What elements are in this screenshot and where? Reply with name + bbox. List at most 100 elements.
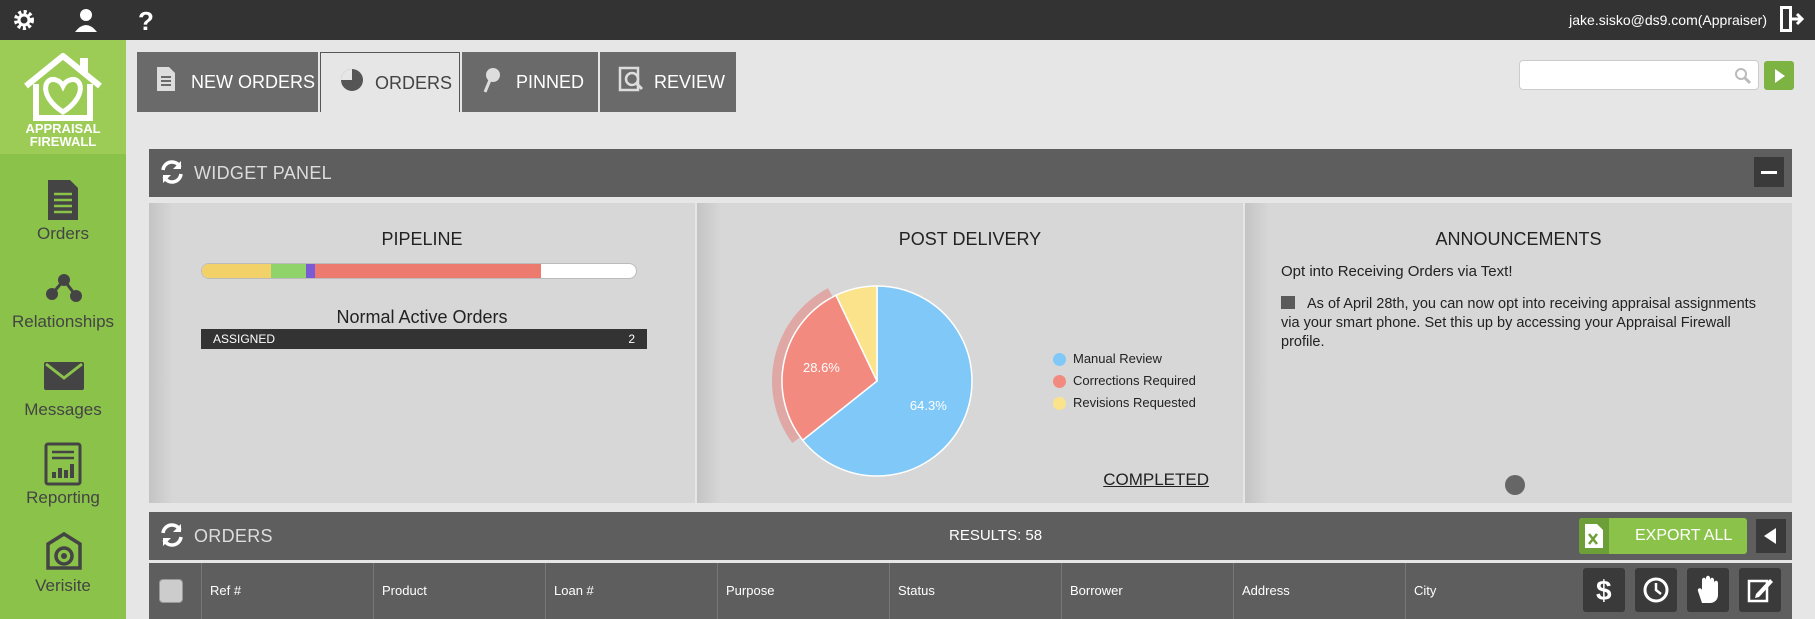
- sidebar-item-label: Messages: [24, 400, 102, 419]
- gear-icon[interactable]: [10, 6, 38, 34]
- pie-slice-manual-review[interactable]: [801, 285, 973, 477]
- column-label: Status: [898, 583, 935, 598]
- sidebar-item-label: Relationships: [11, 312, 115, 331]
- content-area: WIDGET PANEL PIPELINE Normal Active Orde…: [137, 112, 1805, 619]
- column-header[interactable]: City: [1405, 563, 1577, 619]
- sidebar-item-label: Reporting: [26, 488, 100, 507]
- sidebar-item-label: Orders: [37, 224, 89, 243]
- column-label: Ref #: [210, 583, 242, 598]
- user-icon[interactable]: [72, 6, 100, 34]
- document-icon: [48, 180, 78, 220]
- announcement-line: profile.: [1281, 334, 1325, 350]
- column-label: Address: [1242, 583, 1290, 598]
- assigned-row[interactable]: ASSIGNED 2: [201, 329, 647, 349]
- edit-icon[interactable]: [1739, 568, 1781, 612]
- column-header[interactable]: Status: [889, 563, 1061, 619]
- pie-icon: [341, 69, 363, 91]
- legend-label: Revisions Requested: [1073, 395, 1196, 410]
- legend-label: Corrections Required: [1073, 373, 1196, 388]
- column-header[interactable]: Address: [1233, 563, 1405, 619]
- document-icon: [157, 67, 175, 91]
- announcement-line: via your smart phone. Set this up by acc…: [1281, 315, 1731, 331]
- legend-item-corrections-required[interactable]: Corrections Required: [1053, 373, 1196, 395]
- main-area: NEW ORDERS ORDERS PINNED REVIEW: [137, 52, 1805, 619]
- legend-item-revisions-requested[interactable]: Revisions Requested: [1053, 395, 1196, 417]
- post-delivery-widget: POST DELIVERY 64.3% 28.6% Manual Review C…: [697, 203, 1243, 503]
- logo-line1: APPRAISAL: [25, 121, 101, 136]
- help-icon[interactable]: ?: [132, 6, 160, 36]
- svg-text:$: $: [1596, 575, 1612, 605]
- post-delivery-title: POST DELIVERY: [898, 229, 1042, 249]
- pipeline-segment[interactable]: [306, 264, 315, 278]
- widget-panel-header: WIDGET PANEL: [149, 149, 1792, 197]
- tab-pinned[interactable]: PINNED: [462, 52, 598, 112]
- column-label: City: [1414, 583, 1437, 598]
- sidebar-item-label: Verisite: [35, 576, 91, 595]
- sidebar-item-relationships[interactable]: Relationships: [0, 258, 126, 346]
- sidebar-item-reporting[interactable]: Reporting: [0, 434, 126, 522]
- envelope-icon: [44, 362, 84, 390]
- announcement-bullet-icon: [1281, 296, 1295, 309]
- column-header[interactable]: Ref #: [201, 563, 373, 619]
- logo[interactable]: APPRAISAL FIREWALL: [0, 40, 126, 154]
- user-email: jake.sisko@ds9.com(Appraiser): [1569, 12, 1767, 28]
- pin-icon: [483, 68, 500, 93]
- carousel-dot[interactable]: [1505, 475, 1525, 495]
- completed-link[interactable]: COMPLETED: [1103, 470, 1209, 489]
- logout-icon[interactable]: [1777, 4, 1805, 34]
- tab-label: ORDERS: [375, 73, 453, 93]
- relationships-icon: [46, 274, 82, 302]
- select-all-checkbox[interactable]: [159, 579, 183, 603]
- report-icon: [44, 442, 82, 486]
- legend-dot: [1053, 353, 1066, 366]
- top-bar: ? jake.sisko@ds9.com(Appraiser): [0, 0, 1815, 40]
- sidebar-item-verisite[interactable]: Verisite: [0, 522, 126, 610]
- announcement-line: As of April 28th, you can now opt into r…: [1307, 296, 1756, 312]
- widgets-row: PIPELINE Normal Active Orders ASSIGNED 2…: [149, 203, 1792, 503]
- collapse-button[interactable]: [1754, 157, 1784, 187]
- chart-legend: Manual Review Corrections Required Revis…: [1053, 351, 1196, 417]
- camera-icon: [46, 531, 82, 570]
- tab-new-orders[interactable]: NEW ORDERS: [137, 52, 318, 112]
- sidebar-item-orders[interactable]: Orders: [0, 170, 126, 258]
- pie-slice-revisions-requested[interactable]: [835, 285, 878, 382]
- refresh-icon[interactable]: [159, 522, 185, 548]
- search-input[interactable]: [1526, 65, 1726, 85]
- tab-review[interactable]: REVIEW: [600, 52, 736, 112]
- column-label: Product: [382, 583, 427, 598]
- announcement-body: As of April 28th, you can now opt into r…: [1281, 295, 1801, 352]
- search-submit-button[interactable]: [1764, 61, 1794, 90]
- pipeline-bar[interactable]: [201, 263, 637, 279]
- announcements-widget: ANNOUNCEMENTS Opt into Receiving Orders …: [1245, 203, 1792, 503]
- export-all-button[interactable]: EXPORT ALL: [1579, 518, 1747, 554]
- svg-text:?: ?: [138, 6, 154, 34]
- pipeline-segment[interactable]: [202, 264, 272, 278]
- search-input-box[interactable]: [1519, 60, 1759, 90]
- search-icon[interactable]: [1734, 67, 1752, 85]
- collapse-left-button[interactable]: [1756, 519, 1786, 553]
- refresh-icon[interactable]: [159, 159, 185, 185]
- pipeline-segment[interactable]: [271, 264, 307, 278]
- legend-label: Manual Review: [1073, 351, 1162, 366]
- hand-icon[interactable]: [1687, 568, 1729, 612]
- announcements-title: ANNOUNCEMENTS: [1435, 229, 1602, 249]
- logo-line2: FIREWALL: [29, 134, 97, 149]
- tab-label: NEW ORDERS: [191, 72, 316, 92]
- export-label: EXPORT ALL: [1635, 527, 1733, 544]
- tab-label: PINNED: [516, 72, 585, 92]
- orders-table-header: Ref # Product Loan # Purpose Status Borr…: [149, 563, 1792, 619]
- column-header[interactable]: Purpose: [717, 563, 889, 619]
- pie-slice-halo: [772, 288, 833, 444]
- column-header[interactable]: Loan #: [545, 563, 717, 619]
- legend-item-manual-review[interactable]: Manual Review: [1053, 351, 1196, 373]
- dollar-icon[interactable]: $: [1583, 568, 1625, 612]
- tab-orders[interactable]: ORDERS: [320, 52, 460, 112]
- pipeline-segment[interactable]: [314, 264, 541, 278]
- column-header[interactable]: Product: [373, 563, 545, 619]
- announcement-subtitle: Opt into Receiving Orders via Text!: [1281, 263, 1513, 280]
- clock-icon[interactable]: [1635, 568, 1677, 612]
- select-all-column: [149, 563, 201, 619]
- column-header[interactable]: Borrower: [1061, 563, 1233, 619]
- sidebar-item-messages[interactable]: Messages: [0, 346, 126, 434]
- column-label: Purpose: [726, 583, 775, 598]
